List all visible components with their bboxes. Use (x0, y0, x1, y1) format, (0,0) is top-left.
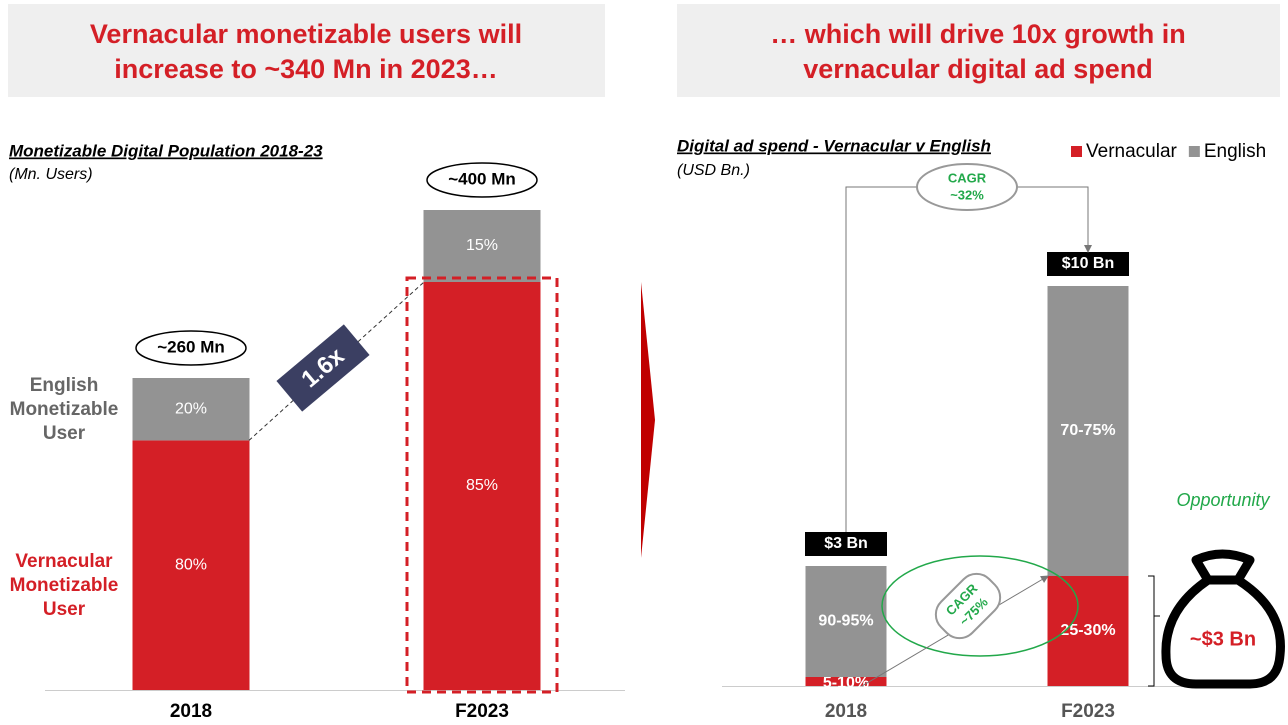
growth-line (248, 281, 425, 441)
value-label: 15% (466, 237, 498, 254)
x-tick-label: F2023 (455, 701, 509, 722)
chart-title: Digital ad spend - Vernacular v English (677, 136, 991, 155)
value-label: 70-75% (1060, 422, 1115, 439)
total-label: ~400 Mn (448, 169, 516, 188)
cagr-label: ~32% (950, 187, 984, 202)
legend-swatch (1071, 146, 1082, 157)
value-label: 25-30% (1060, 622, 1115, 639)
total-box (1047, 252, 1129, 276)
header: Vernacular monetizable users will (90, 19, 522, 49)
total-label: $3 Bn (824, 535, 868, 552)
series-label: Vernacular Monetizable User (10, 551, 119, 620)
chart-subtitle: (Mn. Users) (9, 166, 93, 183)
total-box (805, 532, 887, 556)
bar-segment (805, 566, 887, 677)
value-label: 20% (175, 400, 207, 417)
header: vernacular digital ad spend (803, 54, 1153, 84)
bar-segment (1047, 286, 1129, 576)
x-tick-label: 2018 (170, 701, 212, 722)
divider-arrow (641, 282, 655, 558)
bar-segment (805, 677, 887, 686)
header-box (8, 4, 605, 97)
total-label: ~260 Mn (157, 337, 225, 356)
value-label: 5-10% (823, 675, 869, 692)
total-ellipse (426, 162, 538, 198)
chart-title: Monetizable Digital Population 2018-23 (9, 141, 323, 160)
cagr-box (934, 572, 1002, 640)
bar-segment (423, 210, 541, 282)
total-ellipse (135, 330, 247, 366)
legend-label: English (1204, 141, 1266, 162)
header: … which will drive 10x growth in (770, 19, 1186, 49)
bar-segment (132, 440, 250, 690)
cagr-ellipse (916, 163, 1018, 211)
highlight-box (405, 276, 559, 694)
value-label: 80% (175, 556, 207, 573)
opportunity-value: ~$3 Bn (1190, 628, 1256, 650)
chart-subtitle: (USD Bn.) (677, 162, 750, 179)
total-label: $10 Bn (1062, 255, 1114, 272)
bar-segment (132, 378, 250, 441)
cagr-ring (881, 555, 1079, 657)
opportunity-label: Opportunity (1176, 490, 1270, 510)
x-tick-label: F2023 (1061, 701, 1115, 722)
growth-box (276, 324, 370, 412)
bar-segment (1047, 576, 1129, 686)
bracket (1148, 575, 1160, 687)
money-bag (1161, 549, 1285, 689)
value-label: 85% (466, 477, 498, 494)
header-box (677, 4, 1280, 97)
series-label: English Monetizable User (10, 375, 119, 444)
legend-swatch (1188, 146, 1200, 157)
cagr-label: CAGR (948, 170, 987, 185)
bar-segment (423, 282, 541, 690)
legend-label: Vernacular (1086, 141, 1178, 162)
x-tick-label: 2018 (825, 701, 867, 722)
header: increase to ~340 Mn in 2023… (114, 54, 497, 84)
value-label: 90-95% (818, 613, 873, 630)
